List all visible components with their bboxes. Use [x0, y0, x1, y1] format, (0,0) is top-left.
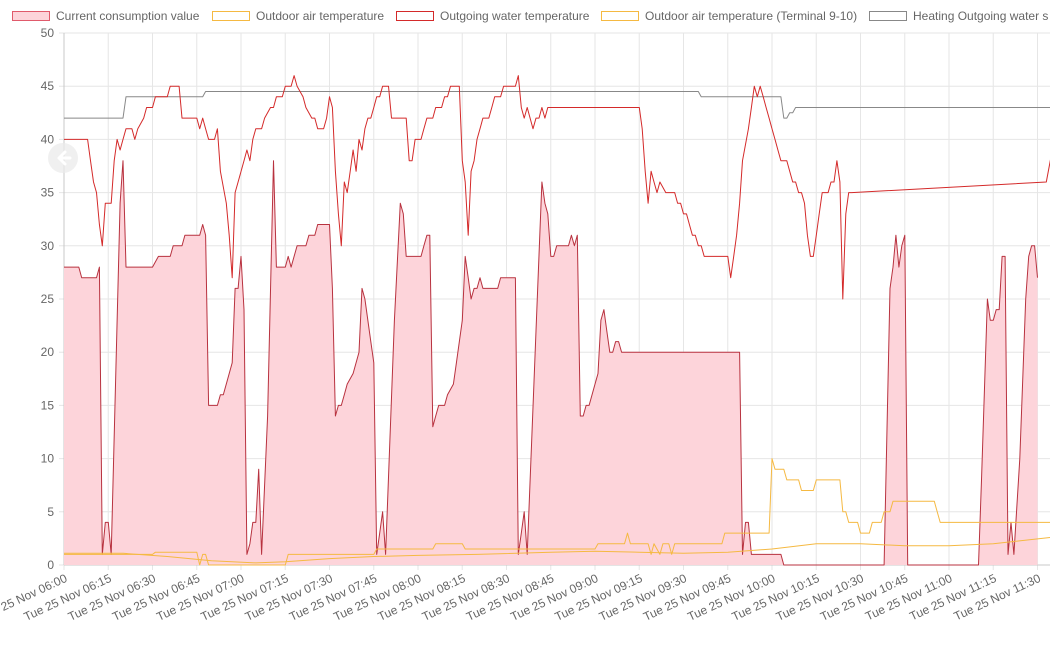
- legend-item[interactable]: Outdoor air temperature (Terminal 9-10): [601, 8, 857, 24]
- legend-swatch: [601, 11, 639, 21]
- series-line: [64, 91, 1050, 119]
- series-1: [64, 458, 1050, 566]
- series-0: [64, 160, 1038, 566]
- y-tick-label: 35: [41, 186, 55, 200]
- y-tick-labels: 0 5 10 15 20 25 30 35 40 45 50: [41, 26, 55, 572]
- series-area: [64, 160, 1038, 565]
- arrow-left-circle-icon: [54, 149, 72, 167]
- legend-item[interactable]: Outdoor air temperature: [212, 8, 384, 24]
- legend-item[interactable]: Current consumption value: [12, 8, 199, 24]
- series-3: [64, 537, 1050, 564]
- series-line: [64, 160, 1038, 566]
- legend-label: Current consumption value: [56, 9, 200, 23]
- series-line: [64, 537, 1050, 564]
- legend-label: Outdoor air temperature: [256, 9, 385, 23]
- y-tick-label: 10: [41, 452, 55, 466]
- legend-label: Outdoor air temperature (Terminal 9-10): [645, 9, 858, 23]
- y-tick-label: 45: [41, 79, 55, 93]
- y-tick-label: 40: [41, 132, 55, 146]
- series-line: [64, 458, 1050, 566]
- y-tick-label: 25: [41, 292, 55, 306]
- legend-label: Outgoing water temperature: [440, 9, 590, 23]
- y-tick-label: 30: [41, 239, 55, 253]
- legend-swatch: [12, 11, 50, 21]
- y-tick-label: 15: [41, 398, 55, 412]
- legend-item[interactable]: Heating Outgoing water s: [869, 8, 1048, 24]
- y-tick-label: 5: [47, 505, 54, 519]
- y-tick-label: 20: [41, 345, 55, 359]
- legend-swatch: [396, 11, 434, 21]
- y-tick-label: 50: [41, 26, 55, 40]
- nav-back-button[interactable]: [48, 143, 78, 173]
- legend-item[interactable]: Outgoing water temperature: [396, 8, 589, 24]
- legend-label: Heating Outgoing water s: [913, 9, 1049, 23]
- legend-swatch: [869, 11, 907, 21]
- series-4: [64, 91, 1050, 119]
- series-line: [64, 75, 1050, 300]
- chart-legend: Current consumption value Outdoor air tem…: [0, 0, 1050, 32]
- legend-swatch: [212, 11, 250, 21]
- y-tick-label: 0: [47, 558, 54, 572]
- series-layer: [64, 75, 1050, 566]
- series-2: [64, 75, 1050, 300]
